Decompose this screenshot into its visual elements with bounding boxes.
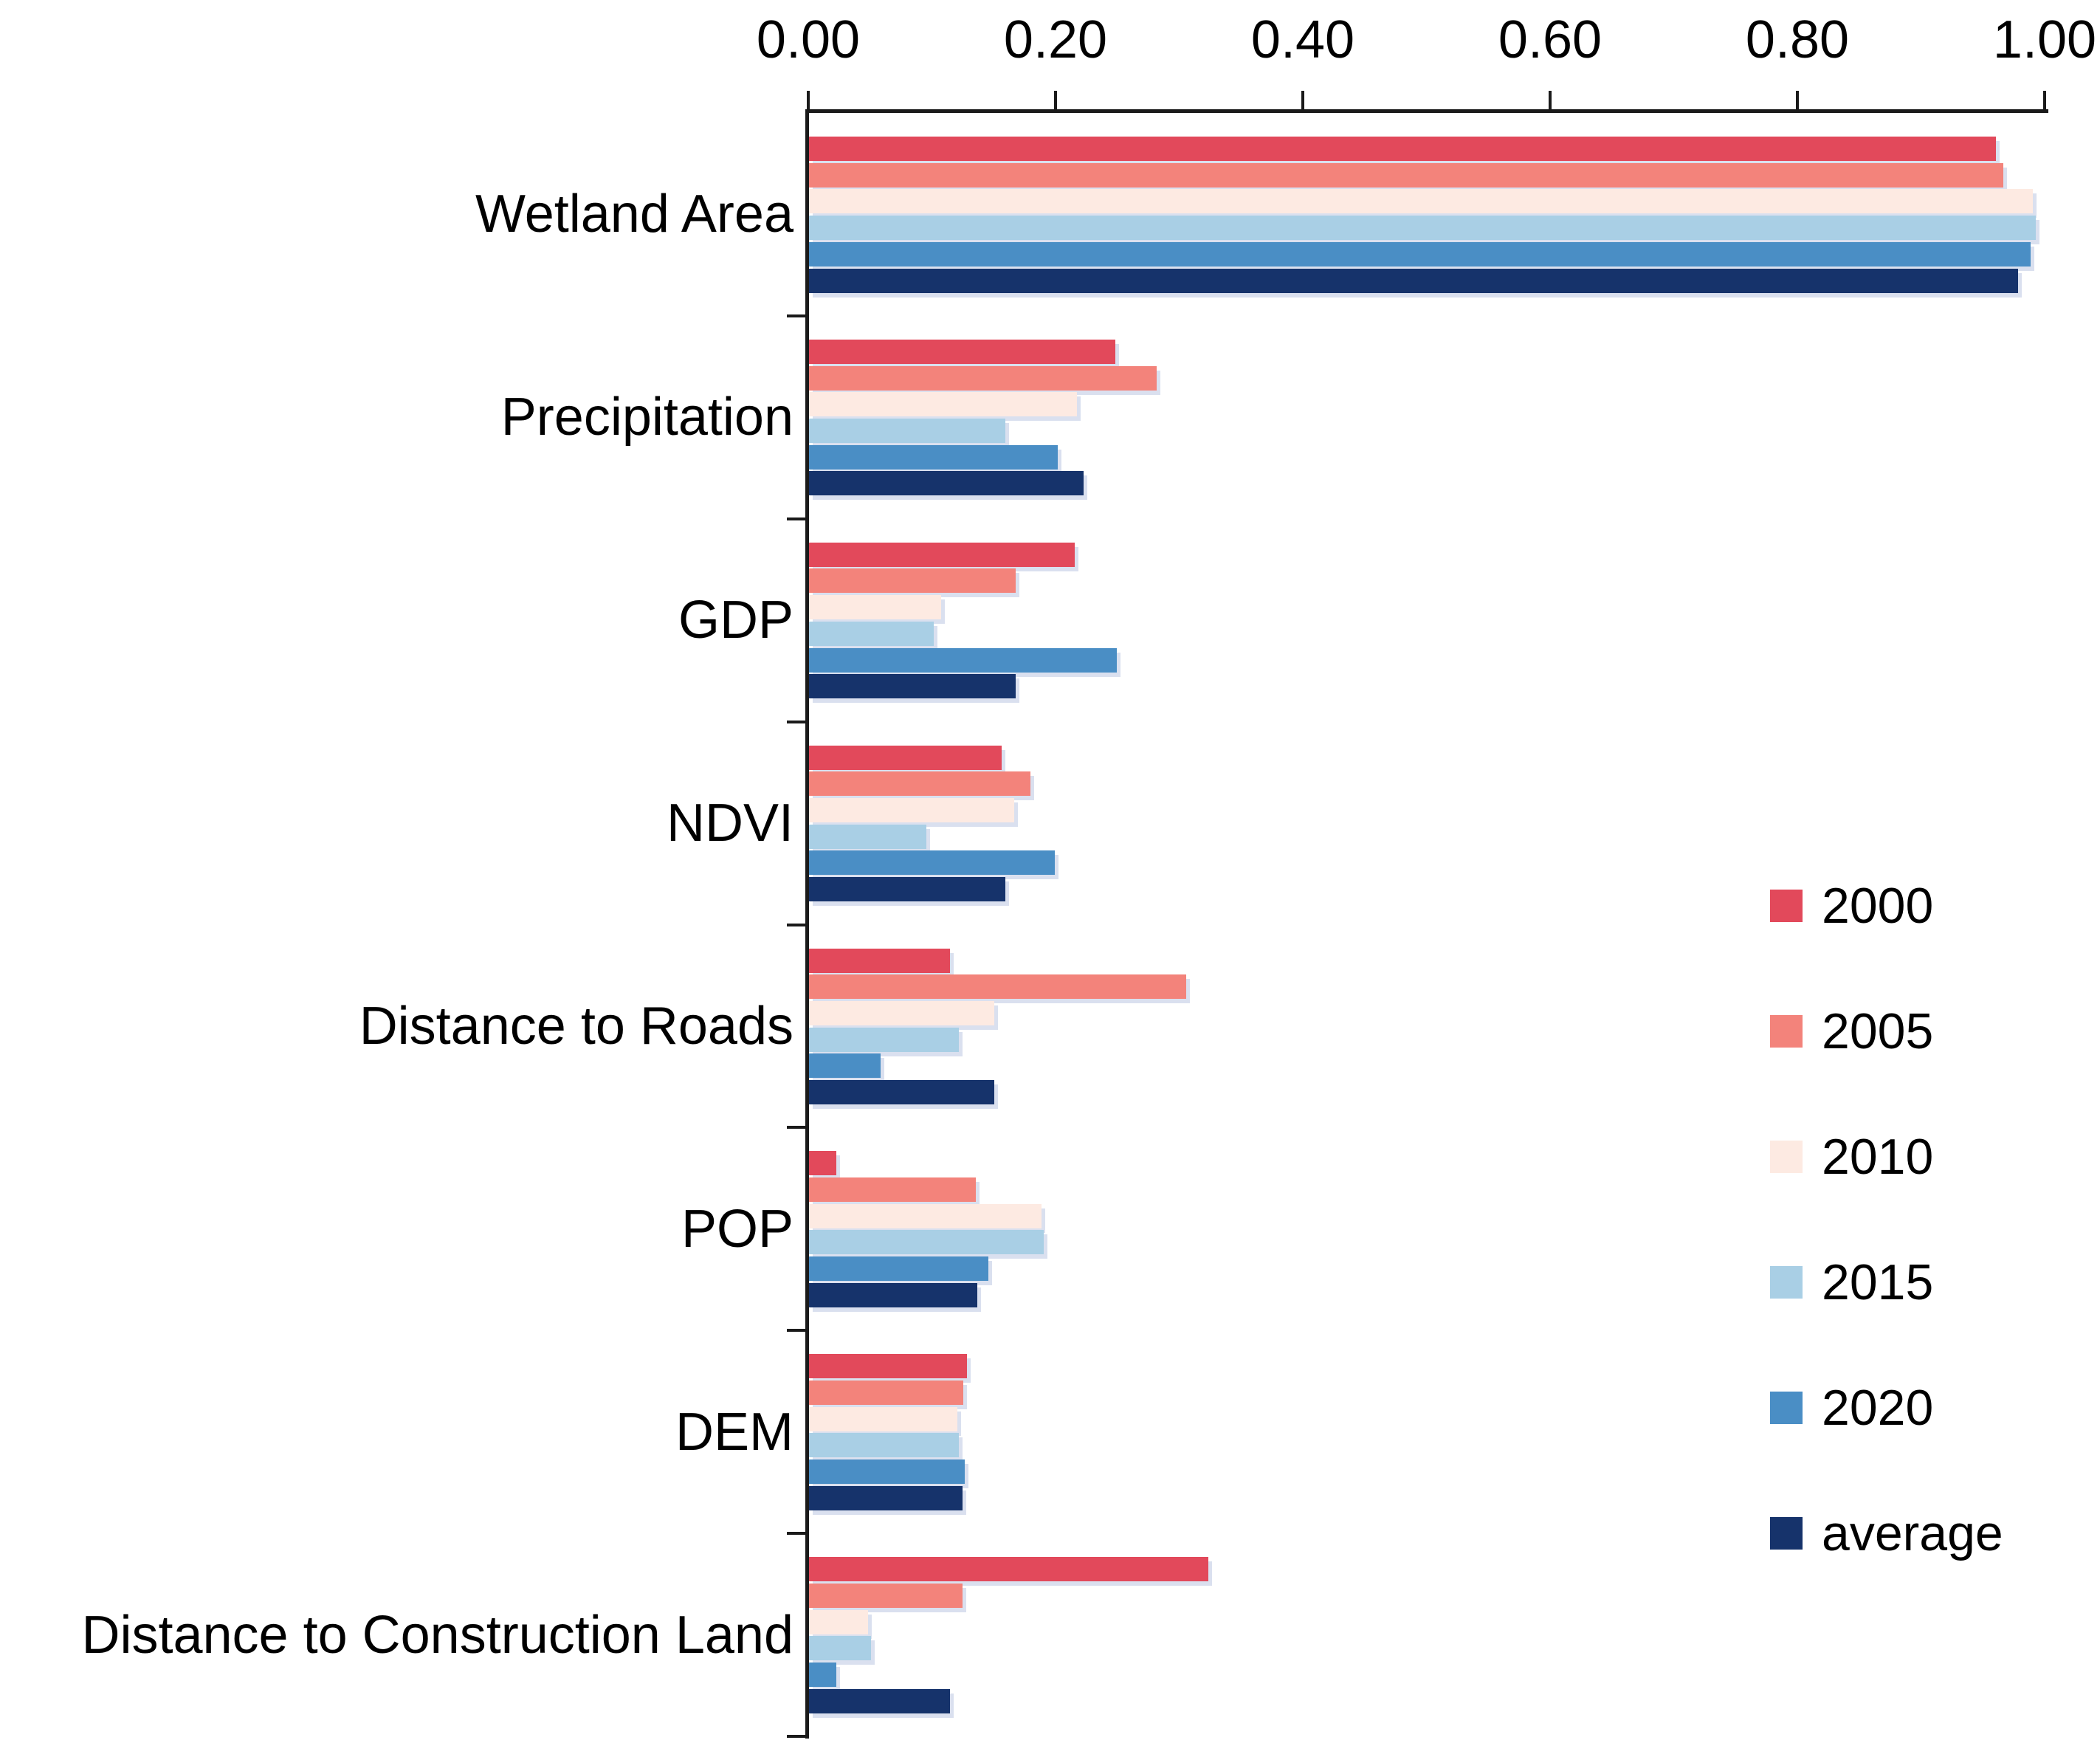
bar-ndvi-average xyxy=(809,877,1005,902)
bar-wetland-area-average xyxy=(809,268,2018,293)
bar-ndvi-2005 xyxy=(809,771,1030,797)
x-tick-label: 0.00 xyxy=(756,10,861,69)
y-tick xyxy=(787,314,805,317)
bar-wetland-area-2000 xyxy=(809,137,1996,161)
bar-distance-to-roads-average xyxy=(809,1080,994,1104)
bar-distance-to-roads-2000 xyxy=(809,948,950,973)
legend-color-swatch-2010 xyxy=(1770,1141,1803,1173)
bar-distance-to-construction-land-2020 xyxy=(809,1662,836,1687)
bar-pop-2005 xyxy=(809,1177,976,1203)
x-tick xyxy=(1301,91,1304,109)
bar-ndvi-2015 xyxy=(809,824,926,849)
legend-label-2015: 2015 xyxy=(1822,1254,1934,1310)
bar-precipitation-2010 xyxy=(809,392,1077,417)
category-label: POP xyxy=(681,1199,793,1259)
bar-gdp-average xyxy=(809,674,1016,699)
category-label: Wetland Area xyxy=(475,185,793,244)
bar-distance-to-roads-2015 xyxy=(809,1027,959,1052)
bar-distance-to-construction-land-2000 xyxy=(809,1557,1208,1582)
category-label: Distance to Construction Land xyxy=(81,1605,793,1665)
bar-gdp-2005 xyxy=(809,568,1016,594)
legend-color-swatch-average xyxy=(1770,1517,1803,1550)
bar-gdp-2000 xyxy=(809,542,1075,567)
y-tick xyxy=(787,1532,805,1536)
bar-dem-2010 xyxy=(809,1406,957,1431)
bar-wetland-area-2010 xyxy=(809,189,2033,214)
x-tick xyxy=(1796,91,1799,109)
legend-label-2010: 2010 xyxy=(1822,1129,1934,1185)
x-tick xyxy=(2043,91,2046,109)
bar-gdp-2010 xyxy=(809,595,941,620)
bar-ndvi-2010 xyxy=(809,798,1014,823)
category-label: NDVI xyxy=(666,794,793,853)
bar-pop-2020 xyxy=(809,1256,988,1282)
legend-item-average: average xyxy=(1770,1502,2080,1564)
x-axis-line xyxy=(807,109,2048,113)
y-tick xyxy=(787,517,805,520)
legend-item-2010: 2010 xyxy=(1770,1126,2080,1188)
x-tick-label: 0.40 xyxy=(1250,10,1355,69)
bar-dem-2020 xyxy=(809,1459,965,1485)
y-axis-line xyxy=(805,109,809,1739)
bar-distance-to-roads-2005 xyxy=(809,974,1186,1000)
bar-precipitation-2015 xyxy=(809,418,1005,443)
bar-dem-average xyxy=(809,1485,963,1510)
bar-wetland-area-2005 xyxy=(809,162,2003,188)
legend-item-2020: 2020 xyxy=(1770,1377,2080,1439)
x-tick xyxy=(1549,91,1552,109)
bar-distance-to-construction-land-2015 xyxy=(809,1636,871,1661)
bar-distance-to-construction-land-2005 xyxy=(809,1583,963,1608)
y-tick xyxy=(787,1126,805,1130)
bar-ndvi-2020 xyxy=(809,850,1055,876)
legend-label-average: average xyxy=(1822,1505,2003,1561)
bar-dem-2005 xyxy=(809,1380,963,1405)
x-tick-label: 0.80 xyxy=(1745,10,1850,69)
x-tick xyxy=(1054,91,1057,109)
bar-precipitation-2020 xyxy=(809,444,1058,470)
legend-color-swatch-2000 xyxy=(1770,890,1803,922)
bar-gdp-2020 xyxy=(809,647,1117,673)
y-tick xyxy=(787,923,805,926)
category-label: GDP xyxy=(678,591,793,650)
bar-distance-to-construction-land-average xyxy=(809,1688,950,1713)
legend-color-swatch-2020 xyxy=(1770,1392,1803,1424)
x-tick xyxy=(807,91,810,109)
bar-precipitation-average xyxy=(809,471,1084,496)
bar-gdp-2015 xyxy=(809,621,934,646)
bar-pop-2010 xyxy=(809,1203,1042,1228)
bar-wetland-area-2015 xyxy=(809,216,2036,241)
legend-label-2000: 2000 xyxy=(1822,878,1934,934)
bar-distance-to-roads-2020 xyxy=(809,1053,881,1079)
bar-dem-2015 xyxy=(809,1433,959,1458)
y-tick xyxy=(787,1329,805,1333)
bar-pop-average xyxy=(809,1282,977,1307)
legend-color-swatch-2015 xyxy=(1770,1266,1803,1299)
category-label: DEM xyxy=(675,1402,793,1462)
bar-pop-2015 xyxy=(809,1230,1044,1255)
bar-ndvi-2000 xyxy=(809,745,1002,770)
legend-item-2005: 2005 xyxy=(1770,1000,2080,1062)
bar-wetland-area-2020 xyxy=(809,241,2031,267)
bar-distance-to-construction-land-2010 xyxy=(809,1609,868,1634)
legend-color-swatch-2005 xyxy=(1770,1015,1803,1048)
legend-label-2005: 2005 xyxy=(1822,1003,1934,1059)
category-label: Precipitation xyxy=(500,388,793,447)
bar-precipitation-2000 xyxy=(809,339,1115,364)
y-tick xyxy=(787,1735,805,1738)
x-tick-label: 0.20 xyxy=(1003,10,1108,69)
bar-distance-to-roads-2010 xyxy=(809,1000,994,1025)
bar-dem-2000 xyxy=(809,1354,967,1379)
bar-pop-2000 xyxy=(809,1151,836,1176)
legend-item-2015: 2015 xyxy=(1770,1251,2080,1313)
y-tick xyxy=(787,720,805,723)
x-tick-label: 1.00 xyxy=(1992,10,2097,69)
bar-precipitation-2005 xyxy=(809,365,1157,391)
legend-item-2000: 2000 xyxy=(1770,875,2080,937)
category-label: Distance to Roads xyxy=(359,996,793,1056)
legend-label-2020: 2020 xyxy=(1822,1380,1934,1436)
x-tick-label: 0.60 xyxy=(1498,10,1602,69)
